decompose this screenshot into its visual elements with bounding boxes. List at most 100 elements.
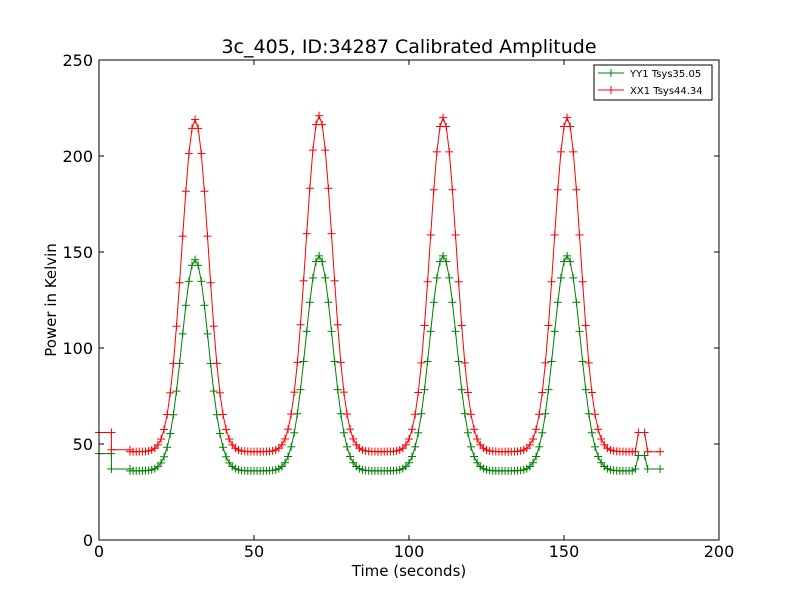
- data-point: [197, 149, 206, 158]
- data-point: [277, 440, 286, 449]
- data-point: [343, 442, 351, 451]
- data-point: [426, 230, 435, 239]
- series-layer: [95, 111, 665, 475]
- data-point: [339, 428, 348, 437]
- data-point: [194, 124, 203, 133]
- data-point: [209, 387, 218, 396]
- data-point: [153, 440, 162, 449]
- data-point: [163, 410, 172, 419]
- data-point: [318, 120, 327, 129]
- data-point: [529, 458, 537, 467]
- data-point: [197, 277, 206, 286]
- data-point: [656, 464, 665, 473]
- data-point: [550, 327, 559, 336]
- data-point: [287, 410, 296, 419]
- data-point: [333, 320, 342, 329]
- data-point: [631, 464, 640, 473]
- data-point: [290, 388, 299, 397]
- data-point: [305, 298, 314, 307]
- y-tick-label: 50: [73, 435, 93, 454]
- data-point: [575, 327, 584, 336]
- data-point: [591, 442, 599, 451]
- data-point: [222, 425, 231, 434]
- data-point: [225, 435, 234, 444]
- y-tick-label: 150: [62, 243, 93, 262]
- data-point: [206, 278, 215, 287]
- data-point: [587, 428, 596, 437]
- data-point: [640, 428, 649, 437]
- data-point: [569, 273, 578, 282]
- data-point: [299, 357, 308, 366]
- data-point: [538, 388, 547, 397]
- data-point: [157, 458, 165, 467]
- data-point: [411, 442, 420, 451]
- data-point: [184, 149, 193, 158]
- legend-box: [593, 64, 713, 101]
- data-point: [181, 187, 190, 196]
- data-point: [284, 425, 293, 434]
- data-point: [566, 122, 575, 131]
- data-point: [160, 425, 169, 434]
- data-point: [339, 388, 348, 397]
- data-point: [445, 273, 454, 282]
- data-point: [308, 146, 317, 155]
- data-point: [550, 230, 559, 239]
- data-point: [160, 452, 169, 461]
- data-point: [569, 147, 578, 156]
- x-axis-title: Time (seconds): [351, 562, 467, 580]
- data-point: [163, 443, 172, 452]
- data-point: [463, 388, 472, 397]
- legend-label-yy1: YY1 Tsys35.05: [629, 69, 701, 80]
- data-point: [324, 184, 333, 193]
- data-point: [408, 452, 417, 461]
- data-point: [417, 409, 426, 418]
- data-point: [219, 410, 227, 419]
- data-point: [281, 434, 289, 443]
- data-point: [594, 452, 603, 461]
- data-point: [594, 425, 603, 434]
- data-point: [219, 443, 227, 452]
- data-point: [563, 251, 572, 260]
- data-point: [200, 301, 209, 310]
- data-point: [215, 429, 224, 438]
- data-point: [346, 425, 355, 434]
- data-point: [541, 358, 550, 367]
- x-tick-label: 200: [704, 542, 735, 561]
- data-point: [315, 111, 324, 120]
- data-point: [581, 385, 590, 394]
- data-point: [439, 251, 448, 260]
- data-point: [432, 273, 441, 282]
- data-point: [584, 358, 593, 367]
- data-point: [572, 298, 581, 307]
- data-point: [166, 429, 175, 438]
- data-point: [321, 273, 330, 282]
- data-point: [439, 113, 448, 122]
- data-point: [296, 385, 305, 394]
- data-point: [467, 442, 475, 451]
- data-point: [423, 277, 432, 286]
- data-point: [572, 185, 581, 194]
- data-point: [460, 409, 469, 418]
- data-point: [535, 442, 544, 451]
- data-point: [346, 452, 355, 461]
- data-point: [423, 357, 432, 366]
- data-point: [414, 388, 423, 397]
- x-tick-label: 150: [549, 542, 580, 561]
- legend-label-xx1: XX1 Tsys44.34: [630, 86, 703, 97]
- data-point: [327, 229, 336, 238]
- y-tick-label: 200: [62, 147, 93, 166]
- data-point: [222, 452, 231, 461]
- data-point: [470, 452, 479, 461]
- data-point: [200, 187, 209, 196]
- data-point: [299, 276, 308, 285]
- data-point: [420, 321, 429, 330]
- data-point: [330, 276, 339, 285]
- data-point: [584, 409, 593, 418]
- legend-marker: [607, 86, 615, 94]
- data-point: [336, 358, 345, 367]
- data-point: [426, 327, 435, 336]
- y-tick-label: 0: [83, 531, 93, 550]
- data-point: [308, 273, 317, 282]
- data-point: [349, 434, 358, 443]
